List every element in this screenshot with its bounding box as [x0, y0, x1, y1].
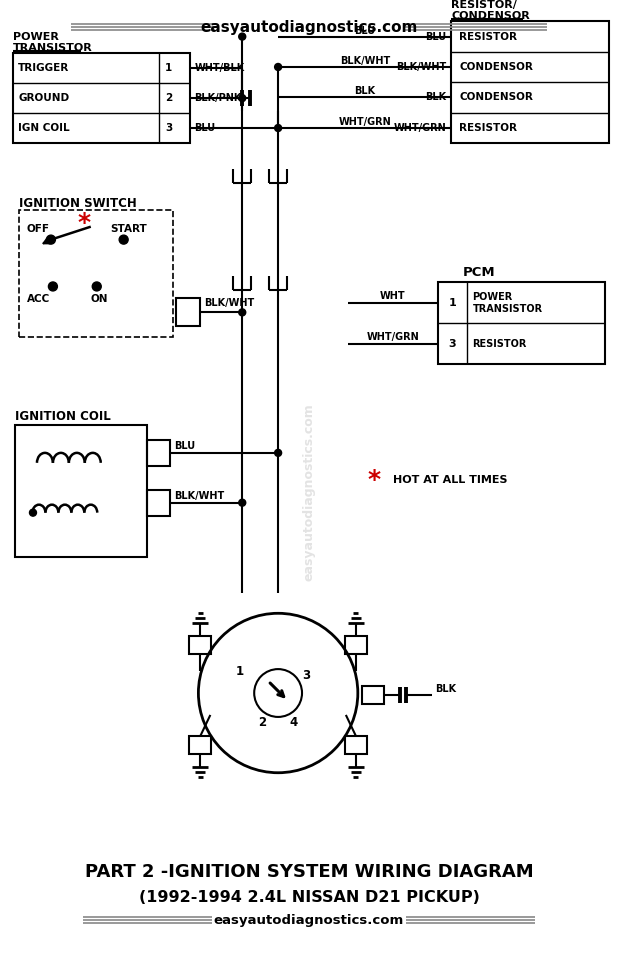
Text: POWER
TRANSISTOR: POWER TRANSISTOR	[472, 292, 543, 314]
Circle shape	[46, 235, 56, 244]
Circle shape	[48, 282, 57, 291]
Bar	[177, 299, 200, 326]
Text: BLU: BLU	[174, 441, 196, 451]
Circle shape	[119, 235, 128, 244]
Circle shape	[274, 64, 282, 71]
Text: TRIGGER: TRIGGER	[18, 64, 69, 74]
Text: BLK/WHT: BLK/WHT	[340, 56, 390, 66]
Bar	[146, 440, 171, 465]
Text: 2: 2	[258, 716, 266, 729]
Circle shape	[239, 33, 246, 40]
Text: easyautodiagnostics.com: easyautodiagnostics.com	[200, 20, 418, 35]
Text: IGNITION COIL: IGNITION COIL	[15, 411, 111, 423]
Text: 4: 4	[290, 716, 298, 729]
Bar	[190, 636, 211, 655]
Text: BLK: BLK	[425, 92, 447, 102]
Text: RESISTOR: RESISTOR	[472, 339, 527, 349]
Text: HOT AT ALL TIMES: HOT AT ALL TIMES	[392, 474, 507, 485]
Text: BLK: BLK	[436, 684, 457, 694]
Bar	[345, 636, 367, 655]
Text: BLU: BLU	[195, 123, 216, 133]
Text: PCM: PCM	[462, 266, 495, 279]
Bar	[190, 736, 211, 754]
Text: 3: 3	[165, 123, 172, 133]
Text: easyautodiagnostics.com: easyautodiagnostics.com	[214, 913, 404, 927]
Text: IGN COIL: IGN COIL	[18, 123, 70, 133]
Text: TRANSISTOR: TRANSISTOR	[13, 43, 93, 53]
Text: ON: ON	[91, 294, 108, 305]
Text: OFF: OFF	[27, 223, 50, 233]
Text: CONDENSOR: CONDENSOR	[452, 12, 530, 22]
Circle shape	[239, 499, 246, 507]
Text: GROUND: GROUND	[18, 93, 69, 103]
Text: BLK: BLK	[354, 86, 375, 96]
Text: ACC: ACC	[27, 294, 50, 305]
Text: WHT: WHT	[380, 291, 405, 301]
Bar	[438, 282, 605, 365]
Text: WHT/GRN: WHT/GRN	[366, 332, 419, 342]
Text: WHT/BLK: WHT/BLK	[195, 64, 245, 74]
Text: START: START	[111, 223, 148, 233]
Text: 1: 1	[165, 64, 172, 74]
Bar	[362, 686, 384, 704]
Text: easyautodiagnostics.com: easyautodiagnostics.com	[302, 403, 316, 580]
Text: PART 2 -IGNITION SYSTEM WIRING DIAGRAM: PART 2 -IGNITION SYSTEM WIRING DIAGRAM	[85, 863, 533, 881]
Bar	[146, 490, 171, 515]
Text: IGNITION SWITCH: IGNITION SWITCH	[19, 197, 137, 211]
Text: BLU: BLU	[354, 25, 375, 35]
Text: 2: 2	[165, 93, 172, 103]
Circle shape	[92, 282, 101, 291]
Text: BLK/WHT: BLK/WHT	[396, 62, 447, 72]
Text: 3: 3	[449, 339, 456, 349]
Bar	[13, 53, 190, 143]
Text: BLU: BLU	[425, 31, 447, 41]
Bar	[15, 425, 146, 557]
Text: 1: 1	[236, 664, 244, 677]
Text: RESISTOR: RESISTOR	[459, 122, 517, 132]
Text: POWER: POWER	[13, 32, 59, 42]
Text: BLK/WHT: BLK/WHT	[174, 491, 225, 501]
Text: *: *	[368, 467, 381, 492]
Text: BLK/PNK: BLK/PNK	[195, 93, 242, 103]
Bar	[19, 210, 174, 337]
Text: RESISTOR: RESISTOR	[459, 31, 517, 41]
Text: 3: 3	[302, 668, 310, 681]
Circle shape	[239, 309, 246, 316]
Text: BLK/WHT: BLK/WHT	[205, 298, 255, 309]
Text: 1: 1	[449, 298, 456, 308]
Text: WHT/GRN: WHT/GRN	[394, 122, 447, 132]
Text: RESISTOR/: RESISTOR/	[452, 0, 517, 11]
Circle shape	[274, 450, 282, 457]
Circle shape	[239, 95, 246, 102]
Text: *: *	[77, 211, 90, 234]
Circle shape	[274, 124, 282, 131]
Bar	[345, 736, 367, 754]
Text: CONDENSOR: CONDENSOR	[459, 92, 533, 102]
Text: CONDENSOR: CONDENSOR	[459, 62, 533, 72]
Bar	[452, 22, 609, 143]
Circle shape	[30, 510, 36, 516]
Text: WHT/GRN: WHT/GRN	[339, 117, 391, 126]
Text: (1992-1994 2.4L NISSAN D21 PICKUP): (1992-1994 2.4L NISSAN D21 PICKUP)	[138, 890, 480, 905]
